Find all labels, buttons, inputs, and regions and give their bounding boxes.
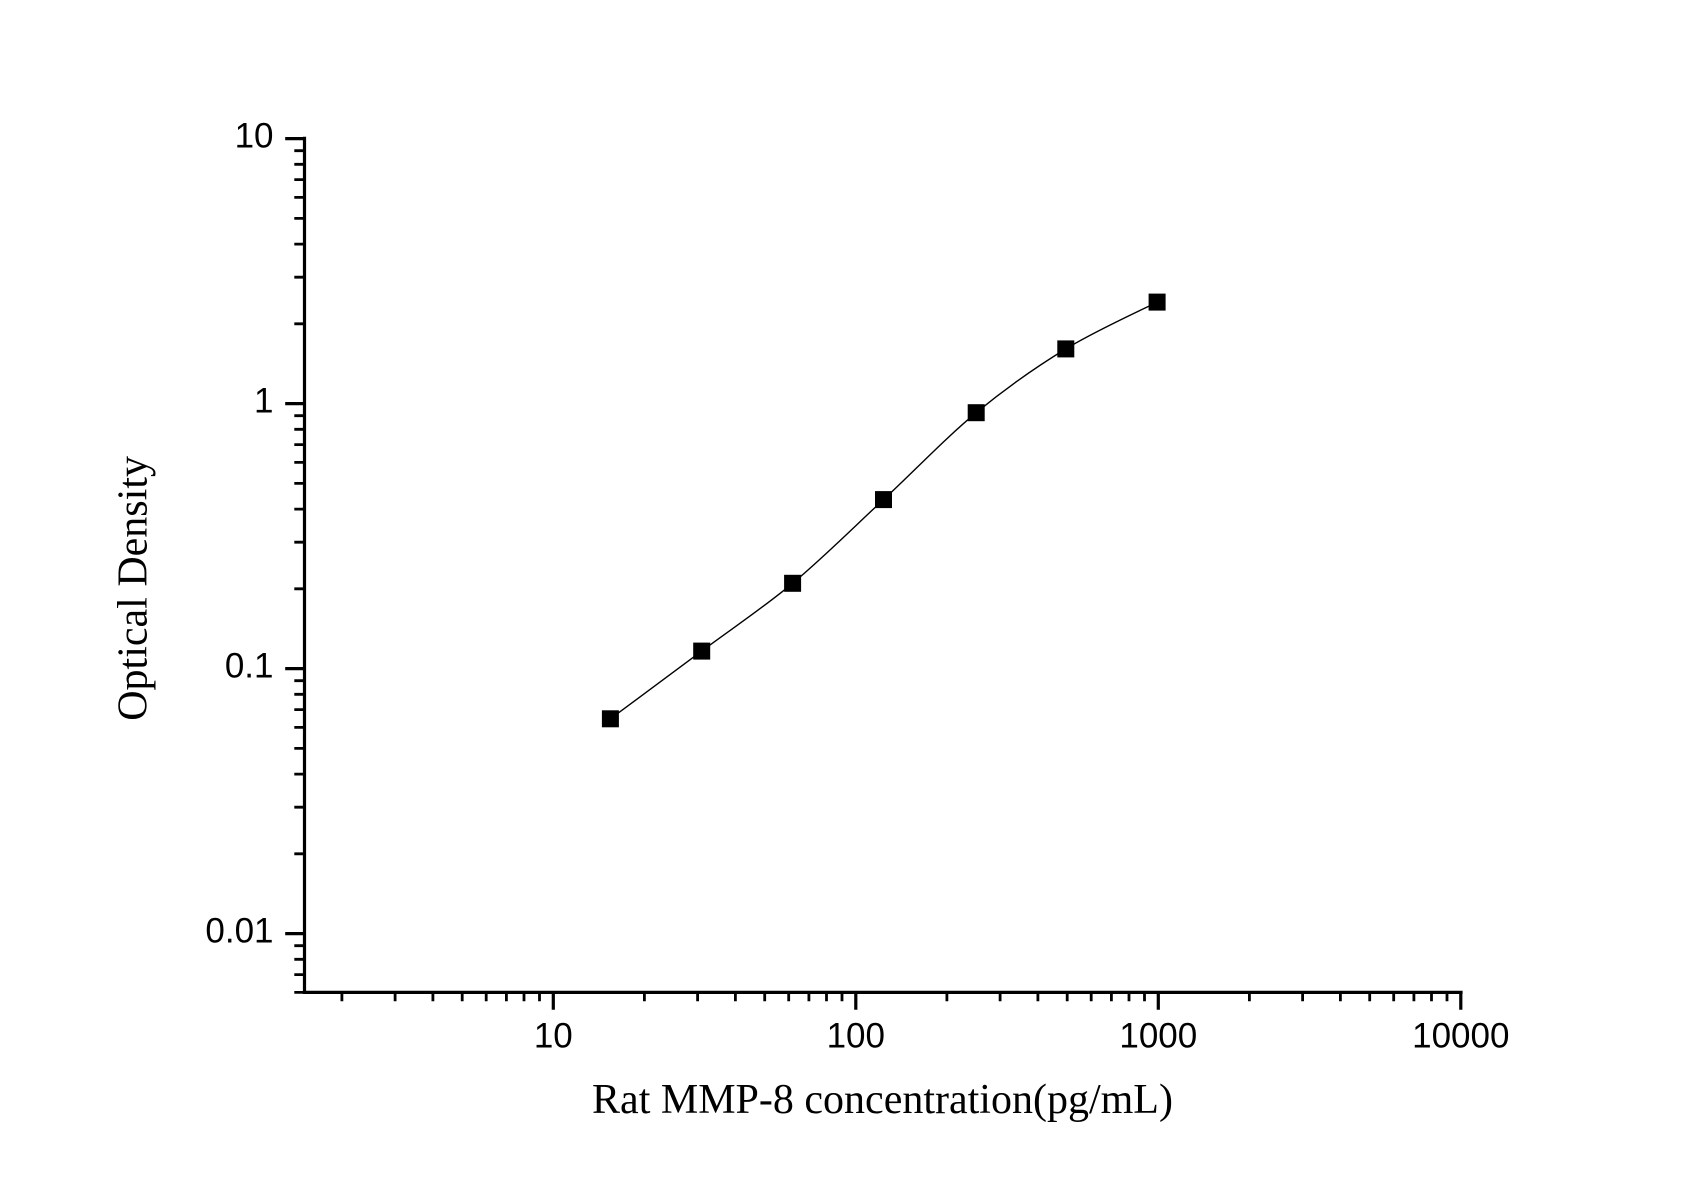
svg-text:0.01: 0.01 [205,911,273,950]
svg-text:10: 10 [534,1017,573,1056]
svg-text:1: 1 [254,381,273,420]
svg-text:10000: 10000 [1412,1017,1509,1056]
svg-text:1000: 1000 [1119,1017,1197,1056]
svg-text:Optical Density: Optical Density [111,456,157,721]
svg-text:Rat MMP-8 concentration(pg/mL): Rat MMP-8 concentration(pg/mL) [592,1077,1173,1123]
svg-text:10: 10 [235,116,274,155]
svg-text:100: 100 [827,1017,885,1056]
svg-text:0.1: 0.1 [225,646,274,685]
